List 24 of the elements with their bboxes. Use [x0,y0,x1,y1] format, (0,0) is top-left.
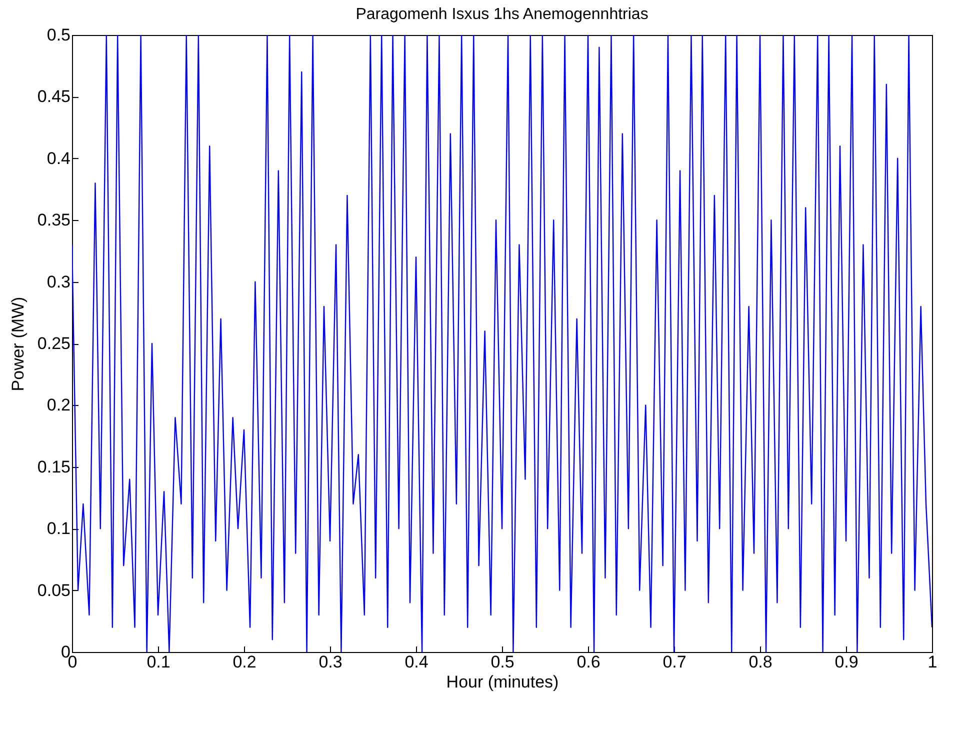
x-tick-label: 1 [928,652,938,672]
y-tick-label: 0.05 [37,580,70,600]
y-tick-label: 0.2 [46,396,70,415]
y-tick-label: 0.15 [37,457,70,476]
x-tick-label: 0.1 [146,652,170,672]
x-tick-label: 0.4 [404,652,428,672]
x-tick-label: 0.6 [576,652,600,672]
chart-title: Paragomenh Isxus 1hs Anemogennhtrias [356,6,648,23]
line-series [72,35,932,652]
y-tick-label: 0.1 [46,519,70,538]
y-tick-label: 0.3 [46,272,70,292]
y-tick-label: 0.5 [46,26,70,44]
y-tick-label: 0.4 [46,148,70,168]
y-tick-label: 0.35 [37,210,70,230]
y-tick-label: 0.25 [37,334,70,353]
y-axis-title: Power (MW) [8,296,28,392]
x-axis-title: Hour (minutes) [446,672,559,692]
x-tick-label: 0.2 [232,652,256,672]
x-tick-label: 0.9 [834,652,858,672]
y-tick-label: 0.45 [37,87,70,106]
x-tick-label: 0.3 [318,652,342,672]
x-tick-label: 0.5 [490,652,514,672]
x-tick-label: 0.8 [748,652,772,672]
x-tick-label: 0.7 [662,652,686,672]
